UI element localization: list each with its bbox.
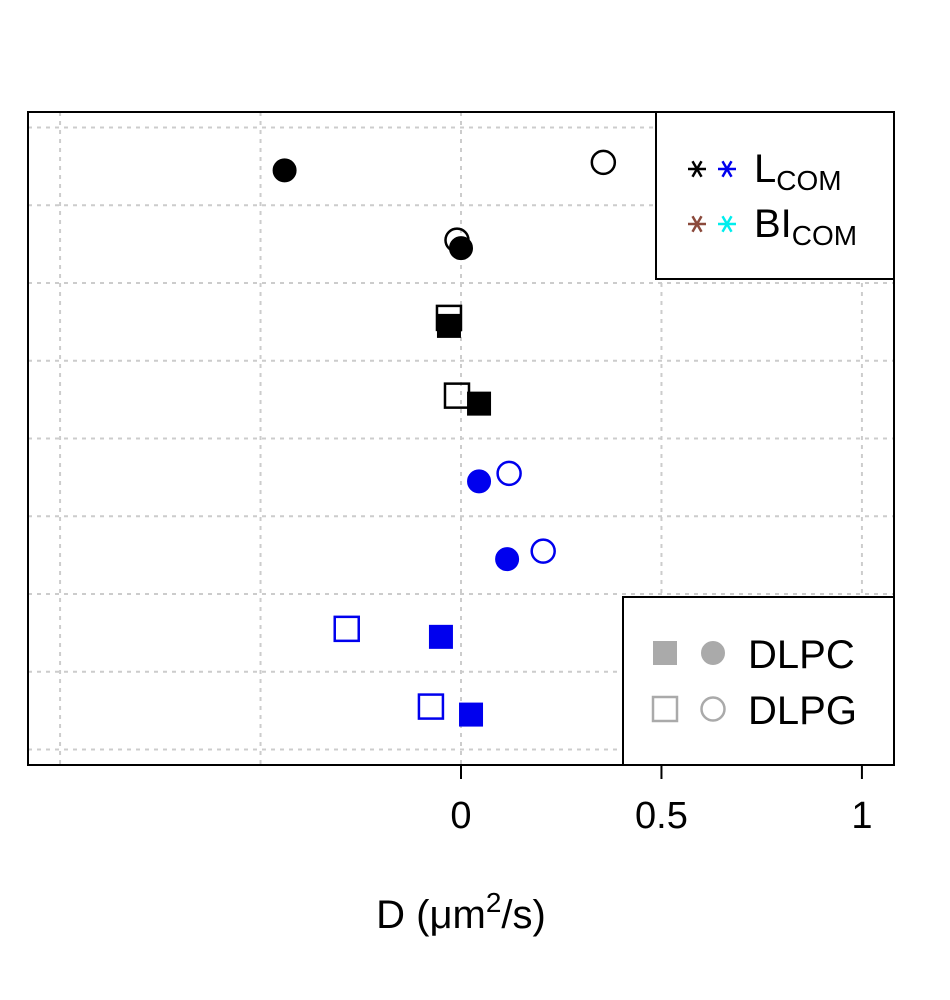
legend-box-lipids xyxy=(622,596,895,766)
asterisk-stroke xyxy=(691,215,703,233)
legend-label-dlpc: DLPC xyxy=(748,633,855,677)
data-point xyxy=(459,702,484,727)
data-points xyxy=(272,149,617,727)
asterisk-icon xyxy=(718,160,736,178)
x-tick-label: 0.5 xyxy=(635,795,688,837)
legend-square-marker xyxy=(651,695,679,723)
x-axis: 0 0.5 1 xyxy=(450,764,872,837)
asterisk-stroke xyxy=(691,160,703,178)
data-point xyxy=(496,460,522,487)
data-point xyxy=(428,624,453,649)
asterisk-icon xyxy=(688,160,706,178)
legend-label-bicom: BICOM xyxy=(754,202,857,251)
x-tick-label: 0 xyxy=(450,795,471,837)
asterisk-stroke xyxy=(721,215,733,233)
data-point xyxy=(443,382,471,409)
data-point xyxy=(436,313,461,338)
x-axis-title: D (μm2/s) xyxy=(376,887,546,937)
data-point xyxy=(530,538,556,564)
data-point xyxy=(467,391,492,416)
asterisk-icon xyxy=(688,215,706,233)
data-point xyxy=(333,615,360,643)
data-point xyxy=(272,158,297,183)
data-point xyxy=(467,469,492,494)
legend-circle-marker xyxy=(700,696,726,722)
legend-glyphs-lipids xyxy=(651,641,726,723)
data-point xyxy=(417,693,445,720)
data-point xyxy=(495,547,520,572)
data-point xyxy=(590,149,617,176)
asterisk-icon xyxy=(718,215,736,233)
asterisk-stroke xyxy=(721,160,733,178)
legend-circle-marker xyxy=(701,641,725,665)
legend-lipids: DLPC DLPG xyxy=(622,596,895,766)
legend-label-dlpg: DLPG xyxy=(748,689,857,733)
legend-square-marker xyxy=(653,641,677,665)
legend-components: LCOM BICOM xyxy=(655,111,895,280)
x-tick-label: 1 xyxy=(851,795,872,837)
legend-box-components xyxy=(655,111,895,280)
legend-label-lcom: LCOM xyxy=(754,147,842,196)
data-point xyxy=(449,236,473,261)
legend-glyphs-components xyxy=(688,160,736,233)
